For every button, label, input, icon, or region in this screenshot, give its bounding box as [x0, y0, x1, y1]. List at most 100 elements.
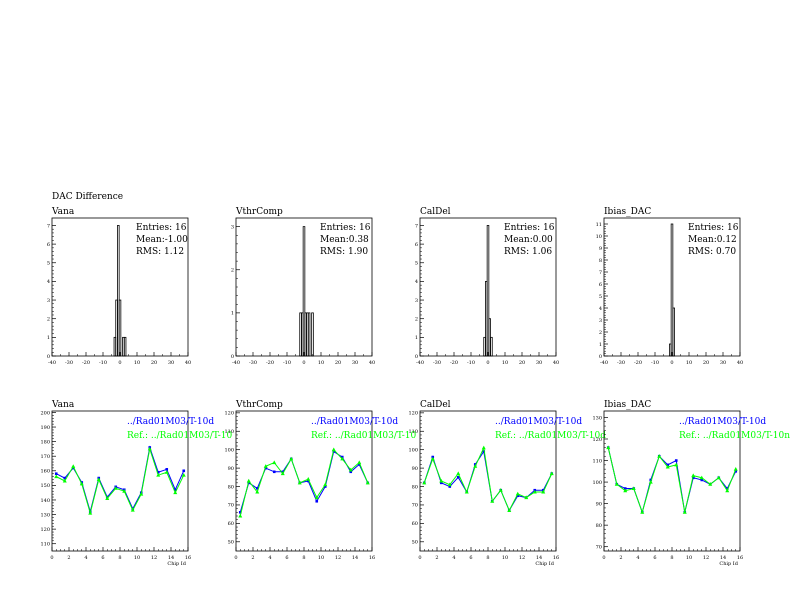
hist-vthrcomp-ytick-label: 0: [231, 354, 234, 360]
line-caldel-point-reference: [447, 482, 452, 487]
line-vthrcomp-point-reference: [323, 482, 328, 487]
hist-vthrcomp-bar: [311, 312, 314, 357]
hist-ibias-dac-ytick-label: 7: [599, 270, 602, 276]
hist-vana-ytick-label: 4: [47, 279, 50, 285]
hist-caldel-ytick-label: 4: [415, 279, 418, 285]
hist-ibias-dac-chart: Ibias_DAC -40 -30 -20 -10 0 10 20 30 40 0 1 2 3 4 5 6 7 8 9…: [596, 207, 744, 366]
line-caldel-ytick-label: 70: [412, 503, 418, 509]
hist-vana-entries: Entries: 16: [136, 223, 187, 233]
hist-vana-xtick-label: -20: [82, 360, 90, 366]
hist-caldel-xtick-label: -20: [450, 360, 458, 366]
line-vana-point-reference: [181, 472, 186, 477]
line-caldel-point-reference: [532, 489, 537, 494]
line-vana-ytick-label: 170: [40, 454, 50, 460]
line-vthrcomp-xtick-label: 6: [285, 555, 288, 561]
hist-ibias-dac-xtick-label: 40: [737, 360, 743, 366]
line-ibias-dac-series-line: [607, 447, 737, 514]
line-vana-legend-current: ../Rad01M03/T-10d: [127, 417, 214, 427]
line-caldel-ytick-label: 80: [412, 484, 418, 490]
line-caldel-xtick-label: 8: [486, 555, 489, 561]
hist-ibias-dac-bar: [672, 307, 675, 357]
line-vthrcomp-legend-reference: Ref.: ../Rad01M03/T-10: [311, 431, 416, 441]
line-caldel-point-reference: [541, 489, 546, 494]
line-vana-point-current: [165, 468, 169, 471]
hist-ibias-dac-xtick-label: 0: [670, 360, 673, 366]
line-caldel-point-reference: [456, 471, 461, 476]
line-vthrcomp-xtick-label: 14: [352, 555, 358, 561]
hist-ibias-dac-ytick-label: 8: [599, 258, 602, 264]
line-vthrcomp-point-reference: [314, 495, 319, 500]
line-vthrcomp-point-reference: [289, 456, 294, 461]
line-vthrcomp-point-reference: [340, 456, 345, 461]
line-ibias-dac-ytick-label: 70: [596, 544, 602, 550]
hist-caldel-xtick-label: 40: [553, 360, 559, 366]
line-ibias-dac-ytick-label: 80: [596, 523, 602, 529]
hist-caldel-bar: [490, 336, 493, 357]
hist-ibias-dac-ytick-label: 9: [599, 246, 602, 252]
line-ibias-dac-xtick-label: 10: [686, 555, 692, 561]
hist-vana-xtick-label: 30: [168, 360, 174, 366]
hist-vthrcomp-xtick-label: 20: [335, 360, 341, 366]
line-vthrcomp-xtick-label: 10: [318, 555, 324, 561]
line-vthrcomp-point-reference: [297, 480, 302, 485]
hist-vana-ytick-label: 1: [47, 335, 50, 341]
hist-vana-bar: [123, 336, 127, 357]
hist-vana-xtick-label: 0: [118, 360, 121, 366]
hist-vthrcomp-bar: [302, 226, 306, 357]
line-vana-point-current: [156, 470, 160, 474]
line-ibias-dac-point-reference: [665, 464, 670, 469]
line-vana-xtick-label: 2: [67, 555, 70, 561]
line-caldel-point-reference: [490, 499, 495, 503]
line-vthrcomp-point-reference: [255, 489, 260, 494]
hist-ibias-dac-xtick-label: -20: [634, 360, 642, 366]
hist-vthrcomp-title: VthrComp: [235, 207, 283, 217]
hist-vthrcomp-rms: RMS: 1.90: [320, 247, 368, 257]
line-vthrcomp-point-reference: [331, 447, 336, 452]
line-vana-point-reference: [147, 446, 152, 451]
line-vana-point-reference: [79, 481, 84, 486]
hist-vana-ytick-label: 6: [47, 242, 50, 248]
line-caldel-point-reference: [549, 471, 554, 476]
line-ibias-dac-point-reference: [708, 482, 713, 486]
hist-vthrcomp-ytick-label: 2: [231, 268, 234, 274]
hist-ibias-dac-ytick-label: 5: [599, 294, 602, 300]
line-caldel-title: CalDel: [420, 400, 451, 410]
hist-vthrcomp-ytick-label: 3: [231, 224, 234, 230]
line-vana-point-reference: [96, 477, 101, 482]
line-caldel-xtick-label: 16: [553, 555, 559, 561]
line-caldel-xtick-label: 6: [469, 555, 472, 561]
line-vana-xtick-label: 14: [168, 555, 174, 561]
hist-vthrcomp-xtick-label: -10: [283, 360, 291, 366]
line-ibias-dac-ytick-label: 90: [596, 501, 602, 507]
line-caldel-ytick-label: 90: [412, 466, 418, 472]
hist-ibias-dac-ytick-label: 3: [599, 318, 602, 324]
hist-vana-xtick-label: -30: [65, 360, 73, 366]
hist-ibias-dac-ytick-label: 6: [599, 282, 602, 288]
line-vana-title: Vana: [51, 400, 75, 410]
line-vthrcomp-point-current: [264, 466, 268, 470]
line-vthrcomp-point-current: [238, 511, 242, 514]
line-caldel-chart: CalDel 0 2 4 6 8 10 12 14 16 50 60 70 80 90 100 110 120 Ch…: [408, 400, 606, 567]
hist-ibias-dac-ytick-label: 10: [596, 234, 602, 240]
line-vthrcomp-xtick-label: 2: [251, 555, 254, 561]
line-caldel-point-reference: [473, 464, 478, 468]
line-vthrcomp-title: VthrComp: [235, 400, 283, 410]
hist-caldel-mean: Mean:0.00: [504, 235, 553, 245]
line-vthrcomp-ytick-label: 50: [228, 540, 234, 546]
line-vana-ytick-label: 150: [40, 483, 50, 489]
hist-vthrcomp-xtick-label: 40: [369, 360, 375, 366]
line-vana-point-reference: [122, 489, 127, 493]
hist-ibias-dac-ytick-label: 2: [599, 330, 602, 336]
line-caldel-point-reference: [422, 480, 427, 485]
hist-caldel-ytick-label: 6: [415, 242, 418, 248]
line-vana-xtick-label: 0: [50, 555, 53, 561]
line-vana-ytick-label: 160: [40, 469, 50, 475]
line-vthrcomp-point-current: [306, 479, 310, 483]
line-caldel-ytick-label: 50: [412, 540, 418, 546]
hist-vana-xtick-label: 20: [151, 360, 157, 366]
hist-vana-xtick-label: -40: [48, 360, 56, 366]
hist-vana-bar: [117, 225, 120, 357]
line-caldel-point-current: [516, 494, 520, 498]
hist-caldel-xtick-label: 20: [519, 360, 525, 366]
hist-vthrcomp-xtick-label: 30: [352, 360, 358, 366]
